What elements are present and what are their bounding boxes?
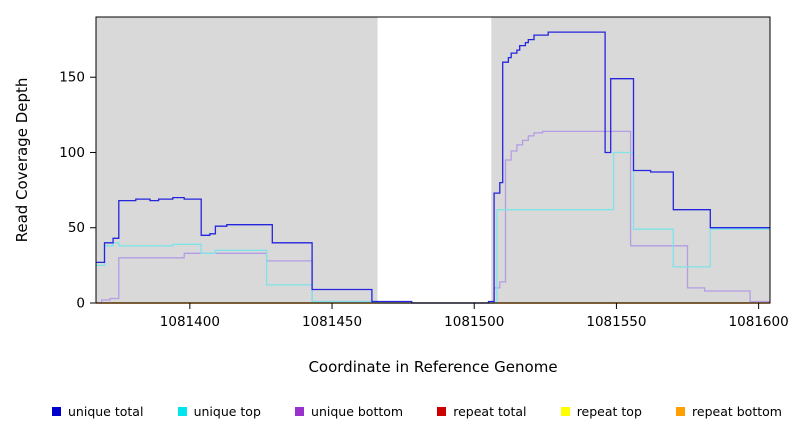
legend-label: unique top bbox=[193, 403, 261, 419]
legend-label: unique bottom bbox=[311, 403, 404, 419]
x-tick-label: 1081450 bbox=[302, 314, 362, 330]
legend: unique total unique top unique bottom repea… bbox=[52, 401, 782, 421]
legend-label: repeat bottom bbox=[692, 403, 782, 419]
y-tick-label: 150 bbox=[59, 70, 85, 86]
x-tick-label: 1081550 bbox=[586, 314, 646, 330]
legend-item-unique-total: unique total bbox=[52, 404, 143, 419]
legend-swatch-repeat-top bbox=[560, 406, 570, 416]
legend-item-repeat-top: repeat top bbox=[560, 403, 642, 419]
legend-item-repeat-bottom: repeat bottom bbox=[676, 404, 782, 419]
legend-swatch-repeat-total bbox=[437, 406, 447, 416]
legend-swatch-unique-bottom bbox=[295, 406, 305, 416]
legend-item-unique-top: unique top bbox=[177, 403, 261, 419]
legend-item-repeat-total: repeat total bbox=[437, 403, 527, 419]
series-line-unique-bottom bbox=[96, 130, 770, 304]
legend-swatch-repeat-bottom bbox=[676, 406, 686, 416]
y-axis-label: Read Coverage Depth bbox=[13, 77, 31, 243]
unmasked-region bbox=[377, 17, 492, 303]
plot-svg: 1081400 1081450 1081500 1081550 1081600 0 50 10… bbox=[59, 16, 789, 330]
series-line-unique-total bbox=[96, 31, 770, 304]
series-line-unique-top bbox=[96, 151, 770, 304]
legend-label: unique total bbox=[68, 403, 144, 419]
y-tick-label: 0 bbox=[76, 296, 85, 312]
legend-item-unique-bottom: unique bottom bbox=[295, 404, 403, 419]
x-axis-label: Coordinate in Reference Genome bbox=[308, 358, 558, 376]
x-tick-label: 1081500 bbox=[444, 314, 504, 330]
y-tick-label: 100 bbox=[59, 145, 85, 161]
x-tick-label: 1081400 bbox=[160, 314, 220, 330]
legend-swatch-unique-total bbox=[52, 406, 61, 416]
plot-border bbox=[95, 16, 771, 304]
x-tick-label: 1081600 bbox=[729, 314, 789, 330]
legend-swatch-unique-top bbox=[177, 406, 187, 416]
y-tick-label: 50 bbox=[68, 220, 85, 236]
legend-label: repeat top bbox=[576, 403, 642, 419]
legend-label: repeat total bbox=[453, 403, 527, 419]
